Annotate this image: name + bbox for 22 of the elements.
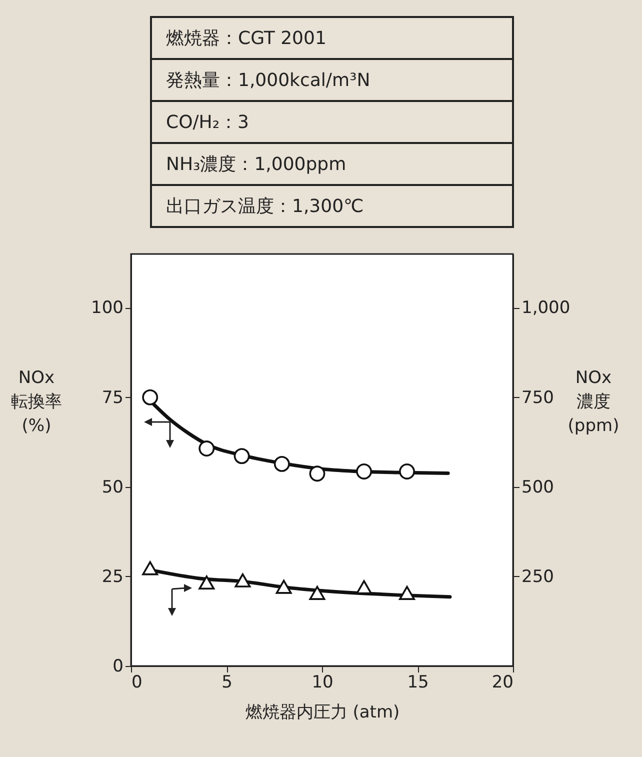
y-tick-label: 0 xyxy=(112,656,124,676)
y-axis-title: NOx 転換率 (%) xyxy=(11,368,62,436)
text: 出口ガス温度：1,300℃ xyxy=(151,185,513,227)
x-tick-label: 20 xyxy=(492,672,514,692)
text: NH₃濃度：1,000ppm xyxy=(151,143,513,185)
y2-axis-title: NOx 濃度 (ppm) xyxy=(568,368,620,436)
y-tick-label: 50 xyxy=(102,477,124,498)
x-tick-label: 0 xyxy=(132,672,142,692)
text: 発熱量：1,000kcal/m³N xyxy=(151,59,513,101)
y2-tick-label: 750 xyxy=(522,388,554,408)
x-tick-label: 5 xyxy=(222,672,232,692)
y-tick-label: 100 xyxy=(91,298,124,318)
y-tick-label: 75 xyxy=(102,388,124,408)
x-tick-label: 10 xyxy=(312,672,334,692)
y2-tick-label: 250 xyxy=(522,566,554,587)
y-tick-label: 25 xyxy=(102,566,124,587)
x-axis-title: 燃焼器内圧力 (atm) xyxy=(245,702,400,722)
text: CO/H₂：3 xyxy=(151,101,513,143)
x-tick-label: 15 xyxy=(407,672,429,692)
y2-tick-label: 1,000 xyxy=(522,298,570,318)
y2-tick-label: 500 xyxy=(522,477,554,498)
text: 燃焼器：CGT 2001 xyxy=(151,17,513,59)
